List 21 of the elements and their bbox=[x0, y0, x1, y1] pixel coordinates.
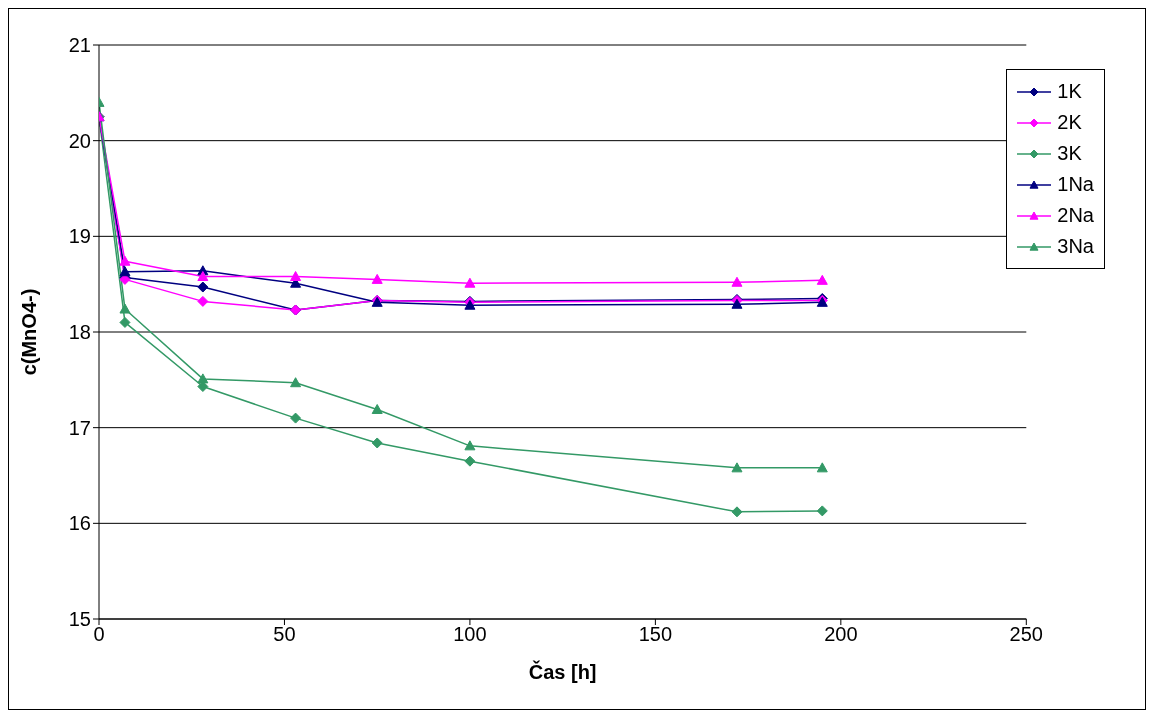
legend-label: 2Na bbox=[1057, 204, 1094, 227]
legend-label: 3K bbox=[1057, 142, 1082, 165]
y-tick-label: 21 bbox=[68, 34, 91, 57]
y-tick-label: 16 bbox=[68, 512, 91, 535]
x-tick-label: 0 bbox=[93, 623, 105, 646]
x-axis-title: Čas [h] bbox=[528, 660, 597, 683]
legend-label: 2K bbox=[1057, 111, 1082, 134]
legend-label: 3Na bbox=[1057, 235, 1094, 258]
x-tick-label: 200 bbox=[824, 623, 858, 646]
y-axis-title: c(MnO4-) bbox=[18, 288, 41, 376]
legend-label: 1K bbox=[1057, 80, 1082, 103]
y-tick-label: 19 bbox=[68, 225, 91, 248]
y-tick-label: 17 bbox=[68, 416, 91, 439]
y-tick-label: 18 bbox=[68, 321, 91, 344]
y-tick-label: 15 bbox=[68, 608, 91, 631]
y-tick-label: 20 bbox=[68, 129, 91, 152]
x-tick-label: 150 bbox=[638, 623, 673, 646]
x-tick-label: 100 bbox=[453, 623, 487, 646]
x-tick-label: 50 bbox=[273, 623, 296, 646]
legend-label: 1Na bbox=[1057, 173, 1094, 196]
x-tick-label: 250 bbox=[1009, 623, 1043, 646]
